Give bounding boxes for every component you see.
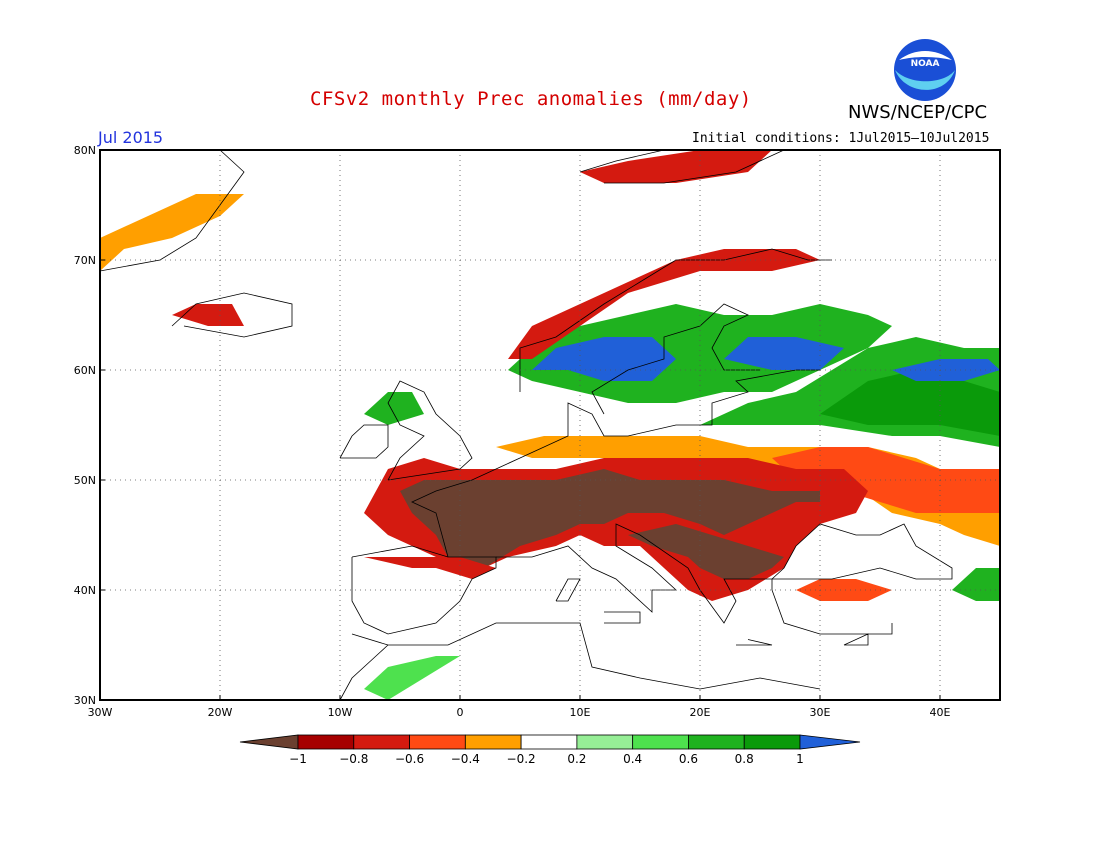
anomaly-region: [580, 150, 772, 183]
lat-tick-label: 30N: [74, 694, 96, 707]
coastline: [99, 149, 245, 272]
anomaly-region: [364, 392, 424, 425]
coastline: [339, 424, 389, 459]
anomaly-region: [172, 304, 244, 326]
coastline: [843, 633, 869, 646]
colorbar-segment: [520, 734, 578, 750]
lat-tick-label: 50N: [74, 474, 96, 487]
map-title: CFSv2 monthly Prec anomalies (mm/day): [310, 88, 752, 110]
anomaly-region: [724, 337, 844, 370]
lat-tick-label: 70N: [74, 254, 96, 267]
anomaly-region: [508, 249, 820, 359]
colorbar-segment: [409, 734, 466, 750]
anomaly-region: [952, 568, 1000, 601]
period-label: Jul 2015: [98, 128, 164, 147]
colorbar-segment: [632, 734, 689, 750]
initial-conditions: Initial conditions: 1Jul2015–10Jul2015: [692, 131, 990, 146]
lon-tick-label: 10E: [570, 706, 591, 719]
anomaly-region: [820, 370, 1000, 436]
lon-tick-label: 20E: [690, 706, 711, 719]
anomaly-region: [364, 656, 460, 700]
colorbar-arrow-low: [239, 734, 299, 750]
colorbar-label: −0.6: [395, 752, 424, 766]
lat-tick-label: 80N: [74, 144, 96, 157]
anomaly-region: [364, 557, 496, 579]
agency-label: NWS/NCEP/CPC: [848, 102, 988, 123]
colorbar-label: −0.2: [507, 752, 536, 766]
coastline: [339, 644, 389, 701]
coastline: [771, 523, 953, 580]
coastline: [591, 303, 760, 415]
coastline: [736, 639, 773, 646]
colorbar-segment: [464, 734, 522, 750]
colorbar-segment: [743, 734, 801, 750]
colorbar-label: 0.6: [679, 752, 698, 766]
anomaly-region: [628, 524, 784, 579]
coastline: [555, 578, 581, 602]
anomaly-region: [100, 194, 244, 271]
coastline: [351, 622, 821, 690]
colorbar-segment: [576, 734, 634, 750]
colorbar-segment: [297, 734, 355, 750]
colorbar-label: 1: [796, 752, 804, 766]
colorbar-label: 0.8: [735, 752, 754, 766]
noaa-logo: NOAA: [894, 39, 956, 101]
lat-tick-label: 40N: [74, 584, 96, 597]
anomaly-region: [400, 469, 820, 568]
coastline: [519, 248, 832, 392]
lon-tick-label: 0: [457, 706, 464, 719]
colorbar-segment: [353, 734, 410, 750]
colorbar-arrow-high: [799, 734, 861, 750]
lon-tick-label: 20W: [208, 706, 233, 719]
coastline: [604, 611, 641, 624]
colorbar-label: −0.8: [339, 752, 368, 766]
colorbar-label: 0.2: [567, 752, 586, 766]
coastline: [771, 589, 893, 635]
lon-tick-label: 30E: [810, 706, 831, 719]
lon-tick-label: 30W: [88, 706, 113, 719]
coastline: [496, 523, 773, 624]
noaa-logo-text: NOAA: [911, 59, 940, 69]
lon-tick-label: 10W: [328, 706, 353, 719]
lat-tick-label: 60N: [74, 364, 96, 377]
coastline: [171, 292, 293, 338]
colorbar-label: −0.4: [451, 752, 480, 766]
lon-tick-label: 40E: [930, 706, 951, 719]
map-frame: [99, 149, 1001, 701]
coastline: [387, 380, 473, 481]
colorbar-label: 0.4: [623, 752, 642, 766]
colorbar-segment: [688, 734, 745, 750]
colorbar-label: −1: [289, 752, 307, 766]
coastline: [411, 369, 820, 558]
